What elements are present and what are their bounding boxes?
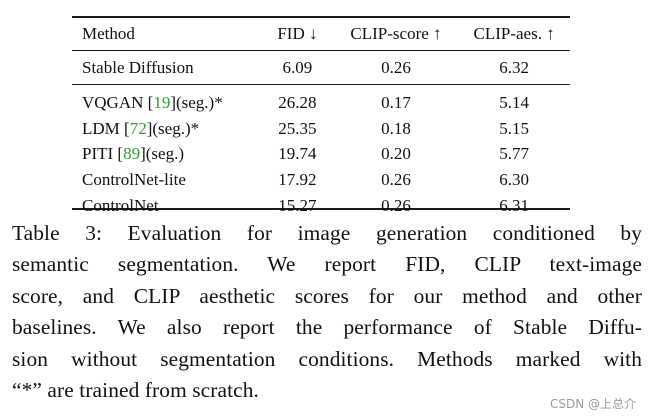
citation-link[interactable]: 19 (153, 93, 171, 113)
header-fid: FID ↓ (277, 23, 318, 43)
baseline-method: Stable Diffusion (82, 57, 194, 77)
caption-line: semantic segmentation. We report FID, CL… (12, 252, 642, 277)
row-method: ControlNet (82, 195, 159, 215)
row-fid: 25.35 (278, 118, 317, 138)
method-suffix: (seg.)* (175, 93, 223, 113)
row-method: LDM [72](seg.)* (82, 118, 200, 138)
method-name: VQGAN (82, 93, 148, 113)
row-clip-aes: 5.14 (499, 93, 529, 113)
row-clip-score: 0.26 (381, 195, 411, 215)
caption-line: “*” are trained from scratch. (12, 378, 259, 403)
row-clip-score: 0.20 (381, 144, 411, 164)
row-method: PITI [89](seg.) (82, 144, 184, 164)
row-method: ControlNet-lite (82, 170, 186, 190)
table-header-row: Method FID ↓ CLIP-score ↑ CLIP-aes. ↑ (72, 16, 570, 50)
method-suffix: (seg.)* (152, 118, 200, 138)
header-method: Method (82, 23, 135, 43)
caption-line: sion without segmentation conditions. Me… (12, 346, 642, 371)
citation-link[interactable]: 72 (129, 118, 147, 138)
table-top-rule (72, 16, 570, 18)
header-clip-aes: CLIP-aes. ↑ (473, 23, 555, 43)
baseline-clip-aes: 6.32 (499, 57, 529, 77)
method-name: LDM (82, 118, 125, 138)
method-name: PITI (82, 144, 118, 164)
header-clip-score: CLIP-score ↑ (350, 23, 442, 43)
table-row: LDM [72](seg.)* 25.35 0.18 5.15 (72, 116, 570, 142)
watermark: CSDN @上总介 (549, 397, 636, 411)
row-fid: 26.28 (278, 93, 317, 113)
citation-link[interactable]: 89 (123, 144, 141, 164)
table-caption: Table 3: Evaluation for image generation… (12, 218, 642, 406)
baseline-fid: 6.09 (282, 57, 313, 77)
table-row: ControlNet-lite 17.92 0.26 6.30 (72, 167, 570, 193)
caption-line: baselines. We also report the performanc… (12, 315, 642, 340)
table-header-rule (72, 50, 570, 51)
caption-line: Table 3: Evaluation for image generation… (12, 221, 642, 245)
table-row: ControlNet 15.27 0.26 6.31 (72, 192, 570, 218)
row-fid: 17.92 (278, 170, 317, 190)
caption-line: score, and CLIP aesthetic scores for our… (12, 283, 642, 308)
table-row: PITI [89](seg.) 19.74 0.20 5.77 (72, 141, 570, 167)
row-method: VQGAN [19](seg.)* (82, 93, 223, 113)
method-suffix: (seg.) (145, 144, 184, 164)
table-row: VQGAN [19](seg.)* 26.28 0.17 5.14 (72, 84, 570, 116)
row-fid: 15.27 (278, 195, 317, 215)
table-bottom-rule (72, 208, 570, 210)
baseline-clip-score: 0.26 (381, 57, 411, 77)
row-clip-aes: 6.30 (499, 170, 529, 190)
table-row-baseline: Stable Diffusion 6.09 0.26 6.32 (72, 50, 570, 84)
row-clip-aes: 5.15 (499, 118, 529, 138)
table-baseline-rule (72, 84, 570, 85)
row-clip-aes: 5.77 (499, 144, 529, 164)
results-table: Method FID ↓ CLIP-score ↑ CLIP-aes. ↑ St… (72, 16, 570, 218)
row-clip-aes: 6.31 (499, 195, 529, 215)
row-fid: 19.74 (278, 144, 317, 164)
row-clip-score: 0.17 (381, 93, 411, 113)
row-clip-score: 0.18 (381, 118, 411, 138)
row-clip-score: 0.26 (381, 170, 411, 190)
